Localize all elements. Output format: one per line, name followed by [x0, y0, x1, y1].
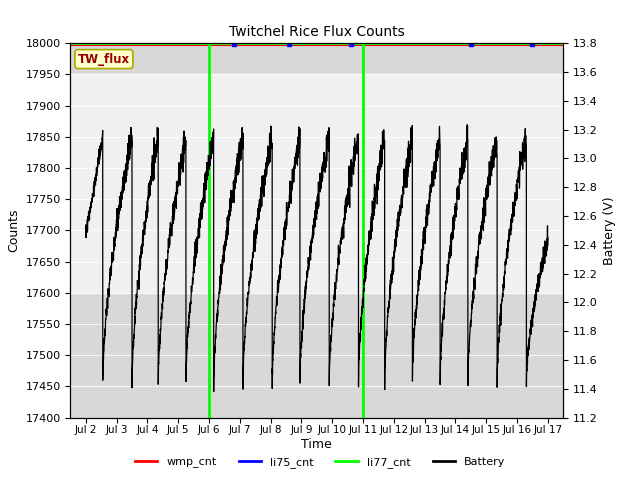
Y-axis label: Battery (V): Battery (V): [604, 196, 616, 264]
Legend: wmp_cnt, li75_cnt, li77_cnt, Battery: wmp_cnt, li75_cnt, li77_cnt, Battery: [131, 452, 509, 472]
Text: TW_flux: TW_flux: [78, 53, 130, 66]
X-axis label: Time: Time: [301, 438, 332, 451]
Title: Twitchel Rice Flux Counts: Twitchel Rice Flux Counts: [229, 25, 404, 39]
Bar: [70, 74, 563, 293]
Y-axis label: Counts: Counts: [7, 209, 20, 252]
